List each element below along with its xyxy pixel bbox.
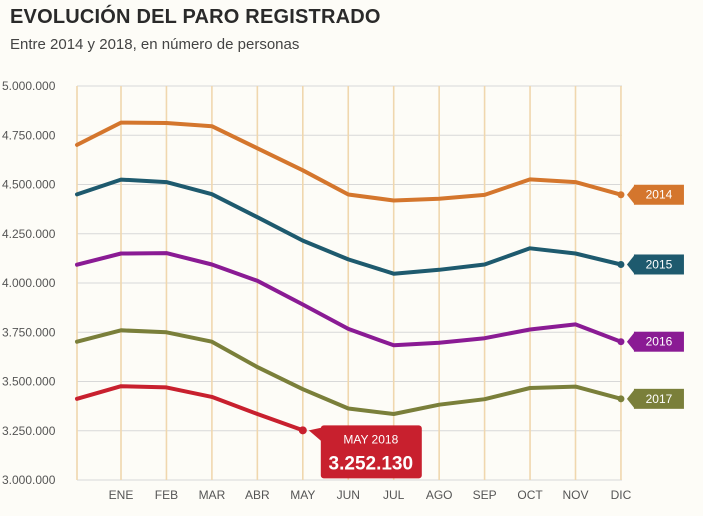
callout-date-label: MAY 2018 [343, 432, 398, 446]
chart-subtitle: Entre 2014 y 2018, en número de personas [10, 36, 300, 53]
series-line-2017 [75, 328, 623, 416]
legend-label: 2014 [646, 188, 673, 202]
legend-tag-2017 [633, 388, 684, 409]
series-line-2018 [75, 384, 305, 433]
y-tick-label: 4.000.000 [2, 276, 56, 290]
legend-pointer [626, 184, 635, 205]
legend-pointer [626, 254, 635, 275]
x-axis: ENE FEB MAR ABR MAY JUN JUL AGO SEP OCT NOV DIC [109, 488, 632, 502]
legend-pointer [626, 388, 635, 409]
x-tick-label: DIC [611, 488, 632, 502]
series-end-marker [617, 395, 625, 403]
series-lines [75, 120, 623, 435]
legend-tag-2015 [633, 254, 684, 275]
legend-tag-2014 [633, 184, 684, 205]
grid [76, 85, 622, 481]
x-tick-label: OCT [517, 488, 543, 502]
legend-label: 2016 [646, 335, 673, 349]
x-tick-label: FEB [155, 488, 178, 502]
y-tick-label: 3.000.000 [2, 473, 56, 487]
series-line-2015 [75, 177, 623, 276]
callout-box [320, 425, 422, 479]
x-tick-label: MAR [199, 488, 226, 502]
x-tick-label: SEP [473, 488, 497, 502]
series-end-marker [617, 191, 625, 199]
y-tick-label: 4.250.000 [2, 227, 56, 241]
x-tick-label: JUN [337, 488, 360, 502]
series-end-marker [298, 426, 307, 435]
x-tick-label: MAY [290, 488, 315, 502]
x-tick-label: ABR [245, 488, 270, 502]
x-tick-label: NOV [562, 488, 588, 502]
latest-value-callout: MAY 2018 3.252.130 [308, 425, 422, 479]
y-tick-label: 5.000.000 [2, 79, 56, 93]
y-tick-label: 3.750.000 [2, 325, 56, 339]
legend: 2014 2015 2016 2017 [617, 184, 684, 409]
legend-tag-2016 [633, 331, 684, 352]
series-end-marker [617, 260, 625, 268]
chart-title: EVOLUCIÓN DEL PARO REGISTRADO [10, 6, 381, 28]
x-tick-label: JUL [383, 488, 405, 502]
legend-pointer [626, 331, 635, 352]
callout-value-label: 3.252.130 [329, 453, 414, 474]
series-end-marker [617, 338, 625, 346]
x-tick-label: ENE [109, 488, 134, 502]
legend-label: 2015 [646, 257, 673, 271]
y-tick-label: 3.500.000 [2, 375, 56, 389]
series-line-2016 [75, 251, 623, 348]
y-tick-label: 4.750.000 [2, 128, 56, 142]
legend-label: 2017 [646, 392, 673, 406]
x-tick-label: AGO [426, 488, 453, 502]
callout-pointer [308, 427, 323, 443]
series-line-2014 [75, 120, 623, 203]
y-tick-label: 4.500.000 [2, 178, 56, 192]
y-tick-label: 3.250.000 [2, 424, 56, 438]
y-axis: 3.000.000 3.250.000 3.500.000 3.750.000 4.00… [2, 79, 56, 487]
